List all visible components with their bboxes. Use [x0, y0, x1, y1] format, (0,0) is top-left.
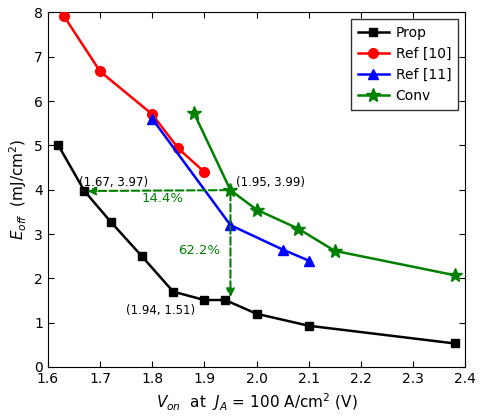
Conv [227, 188, 233, 193]
Ref [10] [149, 112, 155, 117]
Prop [222, 297, 228, 302]
Conv [191, 110, 197, 116]
Prop [56, 143, 61, 148]
Line: Prop: Prop [55, 142, 458, 347]
Ref [11] [280, 247, 285, 252]
Ref [11] [149, 116, 155, 121]
Y-axis label: $E_{off}$  (mJ/cm$^2$): $E_{off}$ (mJ/cm$^2$) [7, 139, 28, 240]
Line: Conv: Conv [187, 106, 462, 282]
Conv [295, 226, 301, 231]
X-axis label: $V_{on}$  at  $J_A$ = 100 A/cm$^2$ (V): $V_{on}$ at $J_A$ = 100 A/cm$^2$ (V) [156, 391, 357, 413]
Prop [108, 219, 114, 224]
Prop [452, 341, 457, 346]
Prop [139, 254, 145, 259]
Ref [11] [227, 223, 233, 228]
Ref [10] [175, 146, 181, 151]
Text: 62.2%: 62.2% [178, 244, 220, 257]
Ref [10] [61, 13, 67, 18]
Ref [10] [201, 169, 207, 174]
Text: (1.67, 3.97): (1.67, 3.97) [79, 176, 148, 189]
Conv [254, 207, 259, 212]
Prop [201, 297, 207, 302]
Ref [10] [97, 69, 103, 74]
Ref [11] [306, 258, 312, 263]
Prop [82, 189, 87, 194]
Text: (1.94, 1.51): (1.94, 1.51) [126, 304, 195, 317]
Prop [306, 323, 312, 328]
Prop [170, 289, 176, 294]
Conv [452, 273, 457, 278]
Line: Ref [10]: Ref [10] [59, 10, 209, 177]
Text: 14.4%: 14.4% [142, 192, 184, 205]
Text: (1.95, 3.99): (1.95, 3.99) [236, 176, 305, 189]
Line: Ref [11]: Ref [11] [147, 114, 313, 265]
Legend: Prop, Ref [10], Ref [11], Conv: Prop, Ref [10], Ref [11], Conv [351, 19, 458, 110]
Conv [332, 248, 338, 253]
Prop [254, 311, 259, 316]
